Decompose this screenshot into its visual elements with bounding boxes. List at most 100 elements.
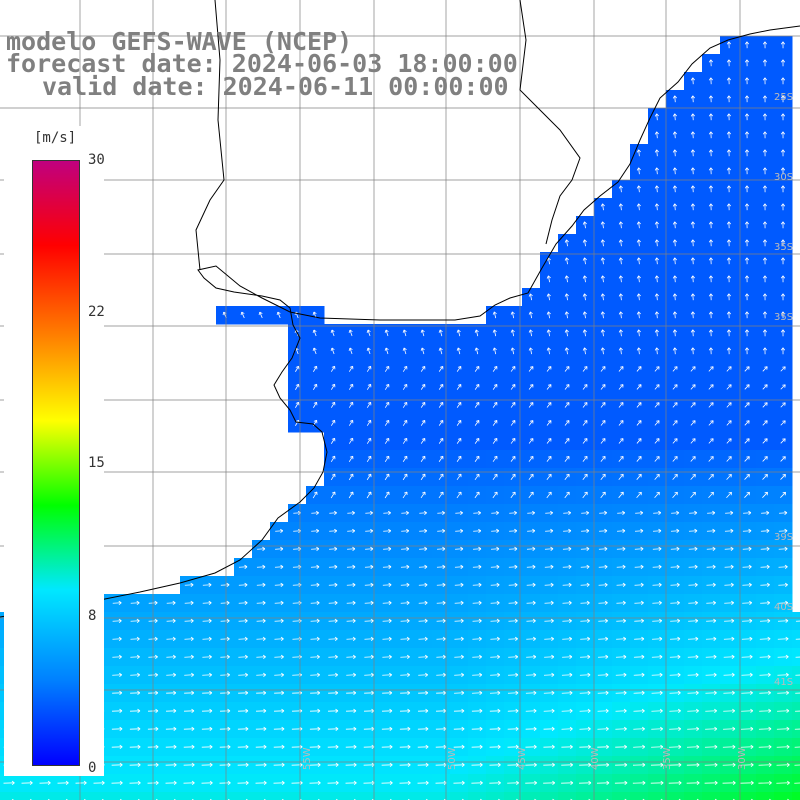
- wind-arrow: [708, 329, 714, 337]
- wind-arrow: [690, 221, 695, 229]
- wind-speed-cell: [36, 792, 55, 800]
- wind-arrow: [636, 185, 641, 193]
- wind-arrow: [330, 329, 335, 337]
- wind-arrow: [672, 149, 677, 157]
- wind-arrow: [762, 95, 768, 103]
- wind-arrow: [654, 311, 659, 319]
- wind-speed-cell: [702, 792, 721, 800]
- wind-arrow: [690, 275, 695, 283]
- wind-arrow: [744, 131, 750, 139]
- wind-arrow: [726, 59, 732, 67]
- wind-arrow: [780, 257, 786, 265]
- wind-arrow: [492, 420, 498, 426]
- wind-arrow: [510, 473, 516, 481]
- wind-arrow: [600, 456, 606, 462]
- wind-arrow: [744, 113, 750, 121]
- wind-arrow: [313, 383, 318, 390]
- wind-arrow: [762, 239, 768, 247]
- wind-arrow: [474, 402, 480, 408]
- wind-arrow: [438, 455, 444, 462]
- wind-arrow: [564, 455, 570, 462]
- colorbar-tick-8: 8: [88, 608, 97, 624]
- wind-arrow: [582, 239, 587, 247]
- wind-arrow: [654, 366, 660, 372]
- wind-arrow: [312, 347, 317, 355]
- lat-label: 39S: [774, 532, 793, 543]
- wind-arrow: [744, 311, 750, 319]
- wind-arrow: [600, 420, 606, 426]
- wind-arrow: [744, 420, 750, 426]
- wind-arrow: [582, 311, 587, 319]
- wind-arrow: [618, 221, 623, 229]
- wind-arrow: [582, 293, 587, 301]
- wind-arrow: [600, 438, 606, 444]
- wind-arrow: [438, 347, 443, 355]
- wind-arrow: [762, 185, 768, 193]
- wind-arrow: [348, 365, 354, 372]
- wind-arrow: [780, 239, 786, 247]
- wind-arrow: [348, 419, 354, 426]
- wind-arrow: [744, 438, 750, 444]
- wind-arrow: [726, 329, 732, 337]
- wind-arrow: [744, 347, 750, 355]
- wind-arrow: [672, 293, 677, 301]
- wind-speed-cell: [540, 792, 559, 800]
- wind-arrow: [528, 402, 534, 408]
- wind-arrow: [744, 366, 750, 372]
- wind-arrow: [582, 275, 587, 283]
- wind-arrow: [456, 329, 461, 337]
- wind-arrow: [618, 366, 624, 372]
- wind-arrow: [384, 419, 390, 426]
- lat-label: 40S: [774, 602, 793, 613]
- wind-speed-cell: [486, 792, 505, 800]
- wind-arrow: [690, 131, 695, 139]
- wind-arrow: [618, 384, 624, 390]
- wind-arrow: [528, 329, 533, 337]
- wind-arrow: [402, 455, 408, 462]
- wind-arrow: [582, 329, 587, 337]
- wind-arrow: [600, 329, 605, 337]
- wind-arrow: [420, 419, 426, 426]
- wind-arrow: [366, 419, 372, 426]
- wind-arrow: [456, 455, 462, 462]
- wind-arrow: [474, 455, 480, 462]
- wind-arrow: [402, 473, 408, 481]
- wind-arrow: [546, 402, 552, 408]
- wind-arrow: [600, 311, 605, 319]
- wind-arrow: [492, 329, 497, 337]
- wind-arrow: [546, 329, 551, 337]
- wind-arrow: [744, 329, 750, 337]
- wind-arrow: [366, 473, 372, 481]
- wind-arrow: [636, 293, 641, 301]
- wind-arrow: [582, 456, 588, 462]
- lon-label: 55W: [302, 747, 313, 770]
- wind-speed-cell: [720, 792, 739, 800]
- wind-arrow: [726, 185, 732, 193]
- wind-arrow: [438, 365, 444, 372]
- colorbar-units: [m/s]: [34, 130, 77, 146]
- wind-arrow: [762, 149, 768, 157]
- wind-arrow: [780, 59, 786, 67]
- wind-arrow: [546, 384, 552, 390]
- colorbar-tick-0: 0: [88, 760, 97, 776]
- wind-speed-cell: [468, 792, 487, 800]
- wind-arrow: [618, 329, 623, 337]
- wind-arrow: [384, 401, 390, 408]
- wind-arrow: [600, 275, 605, 283]
- lon-label: 30W: [737, 747, 748, 770]
- wind-arrow: [420, 329, 425, 337]
- wind-arrow: [744, 402, 750, 408]
- wind-arrow: [654, 275, 659, 283]
- wind-arrow: [528, 438, 534, 444]
- wind-arrow: [492, 311, 497, 319]
- wind-speed-cell: [558, 792, 577, 800]
- wind-arrow: [618, 438, 624, 444]
- wind-arrow: [726, 420, 732, 426]
- wind-arrow: [708, 275, 714, 283]
- wind-speed-cell: [396, 792, 415, 800]
- wind-arrow: [402, 347, 407, 355]
- wind-arrow: [762, 456, 768, 462]
- wind-speed-cell: [630, 792, 649, 800]
- wind-arrow: [618, 347, 623, 355]
